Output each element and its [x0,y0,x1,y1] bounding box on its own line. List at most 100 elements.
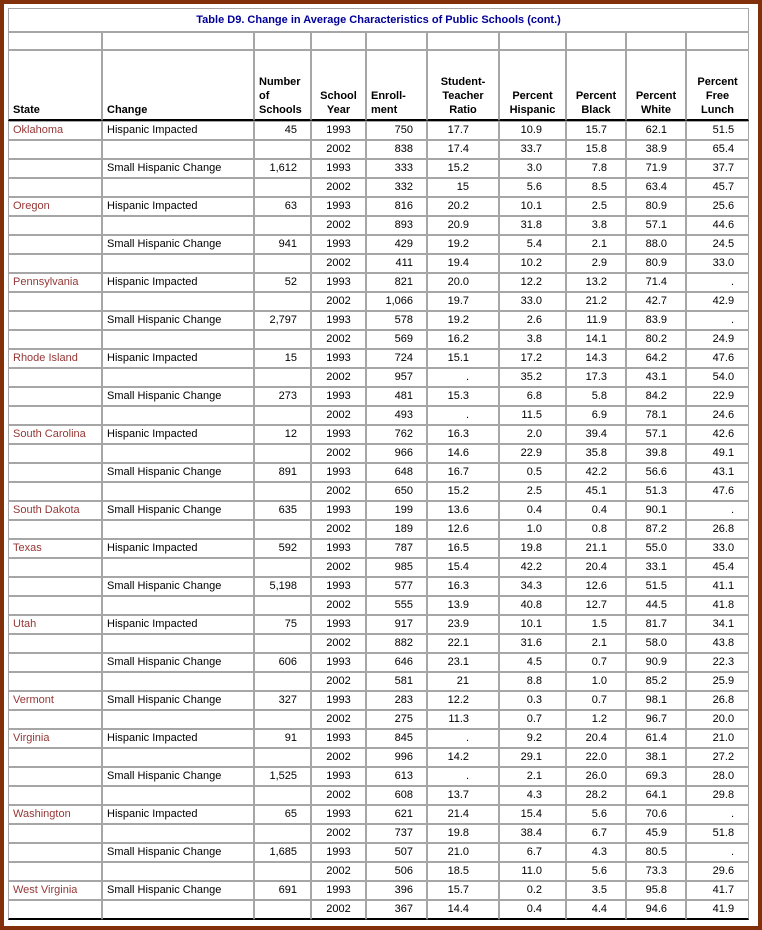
table-row: West Virginia Small Hispanic Change 691 199… [8,881,750,900]
title-row: Table D9. Change in Average Characterist… [8,8,750,32]
cell-school-year: 2002 [311,482,366,501]
cell-number-of-schools: 635 [254,501,311,520]
cell-school-year: 1993 [311,653,366,672]
cell-percent-white: 42.7 [626,292,686,311]
cell-percent-hispanic: 42.2 [499,558,566,577]
cell-change [102,710,254,729]
cell-percent-free-lunch: 33.0 [686,539,750,558]
table-row: South Carolina Hispanic Impacted 12 1993 762… [8,425,750,444]
cell-change [102,634,254,653]
cell-state [8,577,102,596]
cell-number-of-schools: 691 [254,881,311,900]
cell-percent-hispanic: 10.1 [499,615,566,634]
cell-percent-black: 1.2 [566,710,626,729]
cell-percent-hispanic: 0.4 [499,501,566,520]
cell-percent-free-lunch: 21.0 [686,729,750,748]
cell-change [102,520,254,539]
cell-number-of-schools [254,634,311,653]
cell-number-of-schools: 2,797 [254,311,311,330]
table-row: 2002 367 14.4 0.4 4.4 94.6 41.9 [8,900,750,920]
table-row: Small Hispanic Change 1,685 1993 507 21.0 6.7… [8,843,750,862]
cell-number-of-schools [254,368,311,387]
cell-percent-hispanic: 4.3 [499,786,566,805]
cell-percent-black: 14.3 [566,349,626,368]
cell-number-of-schools [254,178,311,197]
cell-student-teacher-ratio: 15.3 [427,387,499,406]
cell-percent-white: 51.5 [626,577,686,596]
cell-percent-free-lunch: 41.9 [686,900,750,920]
cell-percent-hispanic: 2.6 [499,311,566,330]
table-row: 2002 506 18.5 11.0 5.6 73.3 29.6 [8,862,750,881]
column-header-state: State [8,50,102,121]
cell-student-teacher-ratio: 19.7 [427,292,499,311]
spacer-cell [311,32,366,50]
cell-state [8,843,102,862]
spacer-row [8,32,750,50]
cell-school-year: 2002 [311,330,366,349]
cell-number-of-schools [254,292,311,311]
cell-change [102,482,254,501]
cell-percent-hispanic: 0.3 [499,691,566,710]
cell-school-year: 2002 [311,862,366,881]
column-header-percent-black: Percent Black [566,50,626,121]
cell-change [102,216,254,235]
cell-school-year: 1993 [311,159,366,178]
cell-change: Small Hispanic Change [102,501,254,520]
cell-percent-white: 61.4 [626,729,686,748]
cell-school-year: 1993 [311,501,366,520]
cell-enrollment: 411 [366,254,427,273]
cell-percent-free-lunch: 65.4 [686,140,750,159]
cell-school-year: 1993 [311,273,366,292]
cell-percent-free-lunch: 47.6 [686,482,750,501]
cell-state [8,634,102,653]
cell-student-teacher-ratio: 20.0 [427,273,499,292]
table-row: 2002 411 19.4 10.2 2.9 80.9 33.0 [8,254,750,273]
cell-school-year: 2002 [311,444,366,463]
cell-enrollment: 957 [366,368,427,387]
spacer-cell [626,32,686,50]
table-row: Washington Hispanic Impacted 65 1993 621 21.4… [8,805,750,824]
cell-enrollment: 199 [366,501,427,520]
cell-percent-white: 43.1 [626,368,686,387]
table-row: Texas Hispanic Impacted 592 1993 787 16.5 19.8… [8,539,750,558]
cell-state: South Carolina [8,425,102,444]
cell-school-year: 2002 [311,406,366,425]
cell-number-of-schools: 75 [254,615,311,634]
cell-number-of-schools: 592 [254,539,311,558]
cell-number-of-schools [254,254,311,273]
cell-percent-black: 15.7 [566,121,626,140]
cell-change: Hispanic Impacted [102,729,254,748]
cell-percent-free-lunch: 51.5 [686,121,750,140]
cell-percent-hispanic: 10.9 [499,121,566,140]
cell-change [102,786,254,805]
cell-percent-white: 64.1 [626,786,686,805]
cell-school-year: 1993 [311,691,366,710]
cell-change: Hispanic Impacted [102,349,254,368]
cell-school-year: 1993 [311,197,366,216]
table-row: 2002 189 12.6 1.0 0.8 87.2 26.8 [8,520,750,539]
cell-percent-black: 8.5 [566,178,626,197]
cell-number-of-schools [254,710,311,729]
table-row: 2002 882 22.1 31.6 2.1 58.0 43.8 [8,634,750,653]
cell-enrollment: 578 [366,311,427,330]
cell-student-teacher-ratio: 15.7 [427,881,499,900]
cell-percent-free-lunch: 26.8 [686,520,750,539]
cell-percent-black: 0.7 [566,691,626,710]
cell-percent-black: 3.8 [566,216,626,235]
cell-school-year: 1993 [311,425,366,444]
column-header-percent-free-lunch: Percent Free Lunch [686,50,750,121]
cell-percent-black: 6.7 [566,824,626,843]
cell-percent-hispanic: 31.8 [499,216,566,235]
cell-student-teacher-ratio: 20.9 [427,216,499,235]
cell-student-teacher-ratio: 21.4 [427,805,499,824]
cell-state [8,824,102,843]
cell-percent-black: 15.8 [566,140,626,159]
table-row: Small Hispanic Change 891 1993 648 16.7 0.5 42… [8,463,750,482]
cell-student-teacher-ratio: . [427,767,499,786]
cell-percent-free-lunch: . [686,311,750,330]
cell-percent-white: 56.6 [626,463,686,482]
cell-percent-free-lunch: . [686,843,750,862]
cell-school-year: 2002 [311,254,366,273]
cell-school-year: 2002 [311,520,366,539]
cell-student-teacher-ratio: 16.7 [427,463,499,482]
